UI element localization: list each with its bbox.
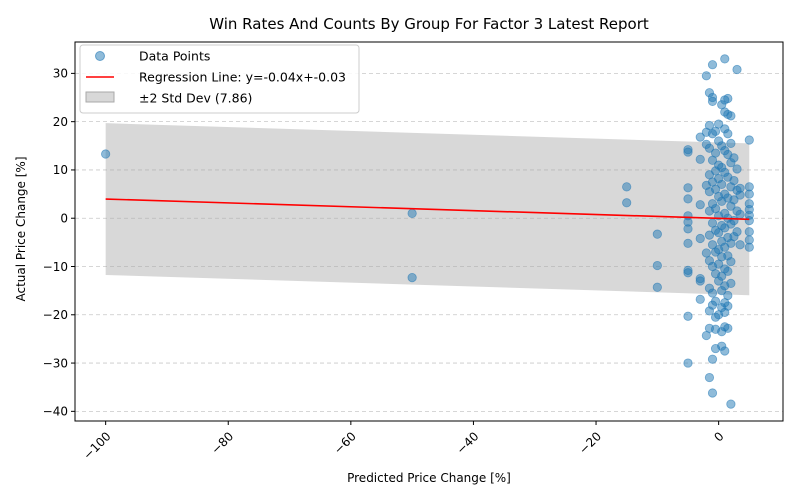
data-point <box>707 96 718 106</box>
data-point <box>652 229 662 239</box>
data-point <box>732 227 742 237</box>
data-point <box>726 138 736 148</box>
x-tick-label: −100 <box>80 429 113 462</box>
data-point <box>652 260 662 271</box>
data-point <box>704 230 715 240</box>
x-tick-label: −60 <box>331 429 359 457</box>
data-point <box>704 143 715 153</box>
chart-title: Win Rates And Counts By Group For Factor… <box>209 15 649 33</box>
data-point <box>683 358 693 368</box>
data-point <box>720 54 730 64</box>
data-point <box>744 189 754 199</box>
data-point <box>695 294 705 304</box>
y-axis-ticks: −40 −30 −20 −10 0 10 20 30 <box>43 67 75 419</box>
legend: Data Points Regression Line: y=-0.04x+-0… <box>79 44 360 114</box>
data-point <box>723 93 733 104</box>
data-point <box>729 216 739 226</box>
data-point <box>683 311 693 321</box>
legend-label-band: ±2 Std Dev (7.86) <box>139 91 252 106</box>
data-point <box>695 154 705 164</box>
data-point <box>622 198 632 208</box>
data-point <box>732 64 742 75</box>
y-tick-label: 20 <box>53 115 68 129</box>
data-point <box>622 182 632 192</box>
legend-label-regression: Regression Line: y=-0.04x+-0.03 <box>139 70 346 85</box>
y-axis-label: Actual Price Change [%] <box>14 156 28 301</box>
data-point <box>710 296 721 306</box>
data-point <box>735 240 745 250</box>
data-point <box>744 216 754 226</box>
data-points <box>101 54 754 409</box>
data-point <box>744 242 754 252</box>
data-point <box>726 399 736 409</box>
data-point <box>729 153 739 163</box>
y-tick-label: −30 <box>43 356 68 370</box>
data-point <box>723 323 733 333</box>
legend-label-points: Data Points <box>139 49 210 64</box>
data-point <box>710 148 721 158</box>
data-point <box>695 132 705 142</box>
x-tick-label: −40 <box>454 429 482 457</box>
y-tick-label: −40 <box>43 405 68 419</box>
data-point <box>704 120 715 131</box>
legend-marker-band <box>85 91 115 103</box>
data-point <box>652 282 662 292</box>
data-point <box>729 175 739 186</box>
data-point <box>683 194 693 204</box>
x-tick-label: 0 <box>711 429 726 444</box>
x-tick-label: −20 <box>576 429 604 457</box>
x-axis-label: Predicted Price Change [%] <box>347 471 511 485</box>
data-point <box>704 372 715 383</box>
y-tick-label: 10 <box>53 163 68 177</box>
y-tick-label: −10 <box>43 260 68 274</box>
data-point <box>744 135 754 145</box>
data-point <box>701 71 711 81</box>
data-point <box>735 209 745 219</box>
data-point <box>723 129 733 139</box>
data-point <box>729 195 739 205</box>
grid-lines <box>75 72 783 412</box>
data-point <box>683 268 693 278</box>
data-point <box>707 388 718 398</box>
y-tick-label: 30 <box>53 67 68 81</box>
data-point <box>407 208 417 218</box>
data-point <box>717 179 727 190</box>
data-point <box>707 354 718 364</box>
data-point <box>695 200 705 210</box>
data-point <box>735 190 745 200</box>
data-point <box>723 266 733 276</box>
plot-frame <box>74 41 784 422</box>
data-point <box>407 273 417 283</box>
data-point <box>701 248 711 258</box>
data-point <box>683 238 693 248</box>
legend-box <box>79 44 360 114</box>
data-point <box>101 149 111 159</box>
data-point <box>720 346 730 356</box>
data-point <box>723 290 733 301</box>
x-axis-ticks: −100 −80 −60 −40 −20 0 <box>80 421 727 462</box>
data-point <box>744 227 754 237</box>
data-point <box>726 278 736 289</box>
y-tick-label: 0 <box>60 212 68 226</box>
data-point <box>695 276 705 286</box>
data-point <box>707 288 718 298</box>
data-point <box>726 111 736 121</box>
data-point <box>707 60 718 70</box>
data-point <box>695 233 705 244</box>
y-tick-label: −20 <box>43 308 68 322</box>
data-point <box>683 147 693 157</box>
regression-line <box>105 198 750 221</box>
x-tick-label: −80 <box>208 429 236 457</box>
data-point <box>723 301 733 311</box>
legend-marker-points <box>95 51 105 61</box>
data-point <box>683 183 693 193</box>
data-point <box>683 224 693 234</box>
data-point <box>714 119 724 129</box>
data-point <box>732 164 742 174</box>
data-point <box>726 257 736 267</box>
